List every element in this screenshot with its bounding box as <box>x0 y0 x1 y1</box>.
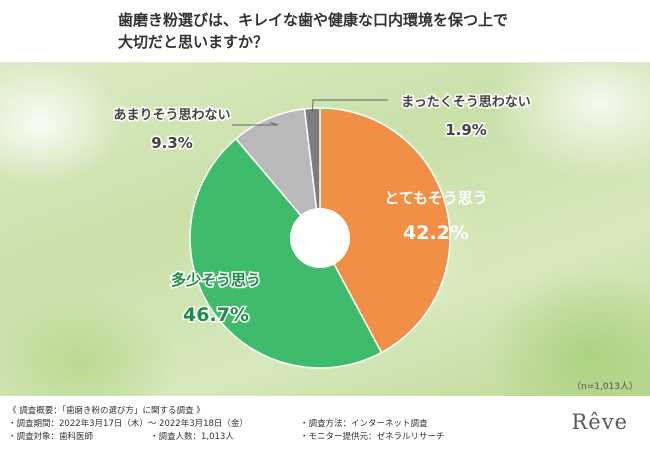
survey-target: ・調査対象：歯科医師 <box>8 432 94 442</box>
survey-footer: 《 調査概要：「歯磨き粉の選び方」に関する調査 》 ・調査期間：2022年3月1… <box>0 396 650 450</box>
leader-line-somewhat-disagree <box>232 122 279 126</box>
reve-logo: Rêve <box>571 410 628 434</box>
survey-period: ・調査期間：2022年3月17日（木）～ 2022年3月18日（金） <box>8 419 248 429</box>
pie-chart: とてもそう思う 42.2% 多少そう思う 46.7% あまりそう思わない 9.3% まったく… <box>112 94 638 393</box>
donut-hole <box>290 208 350 268</box>
label-somewhat-agree: 多少そう思う <box>171 271 261 289</box>
value-somewhat-agree: 46.7% <box>183 304 249 326</box>
survey-method: ・調査方法：インターネット調査 <box>300 419 428 429</box>
survey-heading: 《 調査概要：「歯磨き粉の選び方」に関する調査 》 <box>8 406 205 416</box>
chart-title-line-2: 大切だと思いますか？ <box>118 33 269 51</box>
survey-provider: ・モニター提供元：ゼネラルリサーチ <box>300 432 445 442</box>
chart-title-line-1: 歯磨き粉選びは、キレイな歯や健康な口内環境を保つ上で <box>118 11 509 29</box>
leader-line-strongly-disagree <box>311 99 388 113</box>
label-strongly-disagree: まったくそう思わない <box>401 95 530 110</box>
slice-somewhat-agree <box>189 137 383 369</box>
slice-strongly-agree <box>319 107 451 354</box>
label-strongly-agree: とてもそう思う <box>384 189 488 207</box>
label-somewhat-disagree: あまりそう思わない <box>113 108 230 123</box>
header: 歯磨き粉選びは、キレイな歯や健康な口内環境を保つ上で 大切だと思いますか？ <box>0 0 650 63</box>
value-strongly-disagree: 1.9% <box>445 121 487 139</box>
survey-count: ・調査人数：1,013人 <box>150 432 234 442</box>
plot-area: とてもそう思う 42.2% 多少そう思う 46.7% あまりそう思わない 9.3% まったく… <box>0 63 650 396</box>
chart-title: 歯磨き粉選びは、キレイな歯や健康な口内環境を保つ上で 大切だと思いますか？ <box>118 9 588 53</box>
sample-size-note: （n=1,013人） <box>572 381 638 392</box>
value-strongly-agree: 42.2% <box>403 222 469 244</box>
value-somewhat-disagree: 9.3% <box>151 134 193 152</box>
